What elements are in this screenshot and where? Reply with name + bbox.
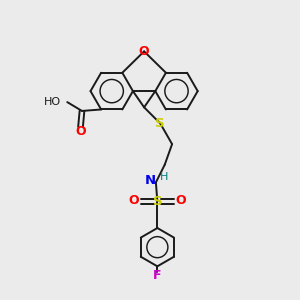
Text: O: O xyxy=(139,45,149,58)
Text: S: S xyxy=(155,117,165,130)
Text: O: O xyxy=(128,194,139,207)
Text: HO: HO xyxy=(44,97,61,107)
Text: N: N xyxy=(145,174,156,188)
Text: O: O xyxy=(75,125,86,138)
Text: F: F xyxy=(153,268,162,282)
Text: S: S xyxy=(152,195,162,208)
Text: O: O xyxy=(176,194,186,207)
Text: H: H xyxy=(160,172,168,182)
